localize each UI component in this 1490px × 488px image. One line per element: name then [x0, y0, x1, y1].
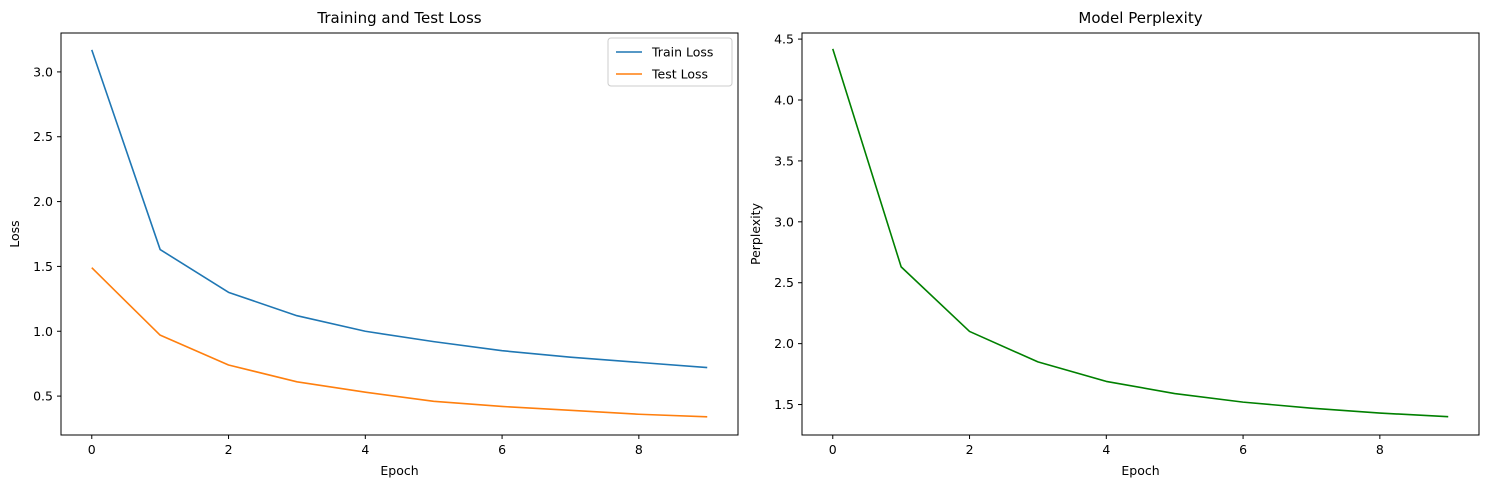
perplexity-chart-title: Model Perplexity — [1078, 9, 1202, 27]
y-tick-label: 2.0 — [33, 194, 53, 209]
y-tick-label: 4.0 — [774, 93, 794, 108]
y-tick-label: 3.0 — [33, 64, 53, 79]
x-tick-label: 8 — [635, 442, 643, 457]
y-tick-label: 3.5 — [774, 153, 794, 168]
loss-chart-x-axis-label: Epoch — [380, 463, 418, 478]
x-tick-label: 8 — [1376, 442, 1384, 457]
y-tick-label: 2.5 — [33, 129, 53, 144]
y-tick-label: 2.5 — [774, 275, 794, 290]
loss-chart-axes-frame — [60, 32, 739, 436]
series-line-test-loss — [91, 267, 708, 418]
y-tick-label: 1.0 — [33, 324, 53, 339]
y-tick-label: 0.5 — [33, 389, 53, 404]
perplexity-chart-series — [832, 48, 1449, 418]
x-tick-label: 2 — [225, 442, 233, 457]
legend-label-train-loss: Train Loss — [651, 45, 713, 60]
series-line-series-0 — [832, 48, 1449, 418]
perplexity-chart-axes-frame — [801, 32, 1480, 436]
y-tick-label: 3.0 — [774, 214, 794, 229]
x-tick-label: 0 — [88, 442, 96, 457]
y-tick-label: 1.5 — [774, 397, 794, 412]
perplexity-chart: Model Perplexity Epoch Perplexity 0 2 4 6 8 1… — [748, 9, 1480, 478]
x-tick-label: 4 — [1102, 442, 1110, 457]
loss-chart-legend: Train Loss Test Loss — [607, 37, 733, 87]
x-tick-label: 0 — [829, 442, 837, 457]
loss-chart-title: Training and Test Loss — [316, 9, 481, 27]
loss-chart-ticks: 0 2 4 6 8 0.5 1.0 1.5 2.0 2.5 3.0 — [33, 64, 643, 457]
loss-chart-series — [91, 49, 708, 418]
series-line-train-loss — [91, 49, 708, 369]
loss-chart: Training and Test Loss Epoch Loss 0 2 4 6 80… — [7, 9, 739, 478]
loss-chart-y-axis-label: Loss — [7, 220, 22, 247]
x-tick-label: 6 — [1239, 442, 1247, 457]
x-tick-label: 6 — [498, 442, 506, 457]
legend-label-test-loss: Test Loss — [651, 67, 708, 82]
perplexity-chart-ticks: 0 2 4 6 8 1.5 2.0 2.5 3.0 3.5 4.0 4.5 — [774, 32, 1384, 457]
perplexity-chart-x-axis-label: Epoch — [1121, 463, 1159, 478]
x-tick-label: 4 — [361, 442, 369, 457]
y-tick-label: 4.5 — [774, 32, 794, 47]
y-tick-label: 2.0 — [774, 336, 794, 351]
perplexity-chart-y-axis-label: Perplexity — [748, 202, 763, 265]
y-tick-label: 1.5 — [33, 259, 53, 274]
x-tick-label: 2 — [966, 442, 974, 457]
